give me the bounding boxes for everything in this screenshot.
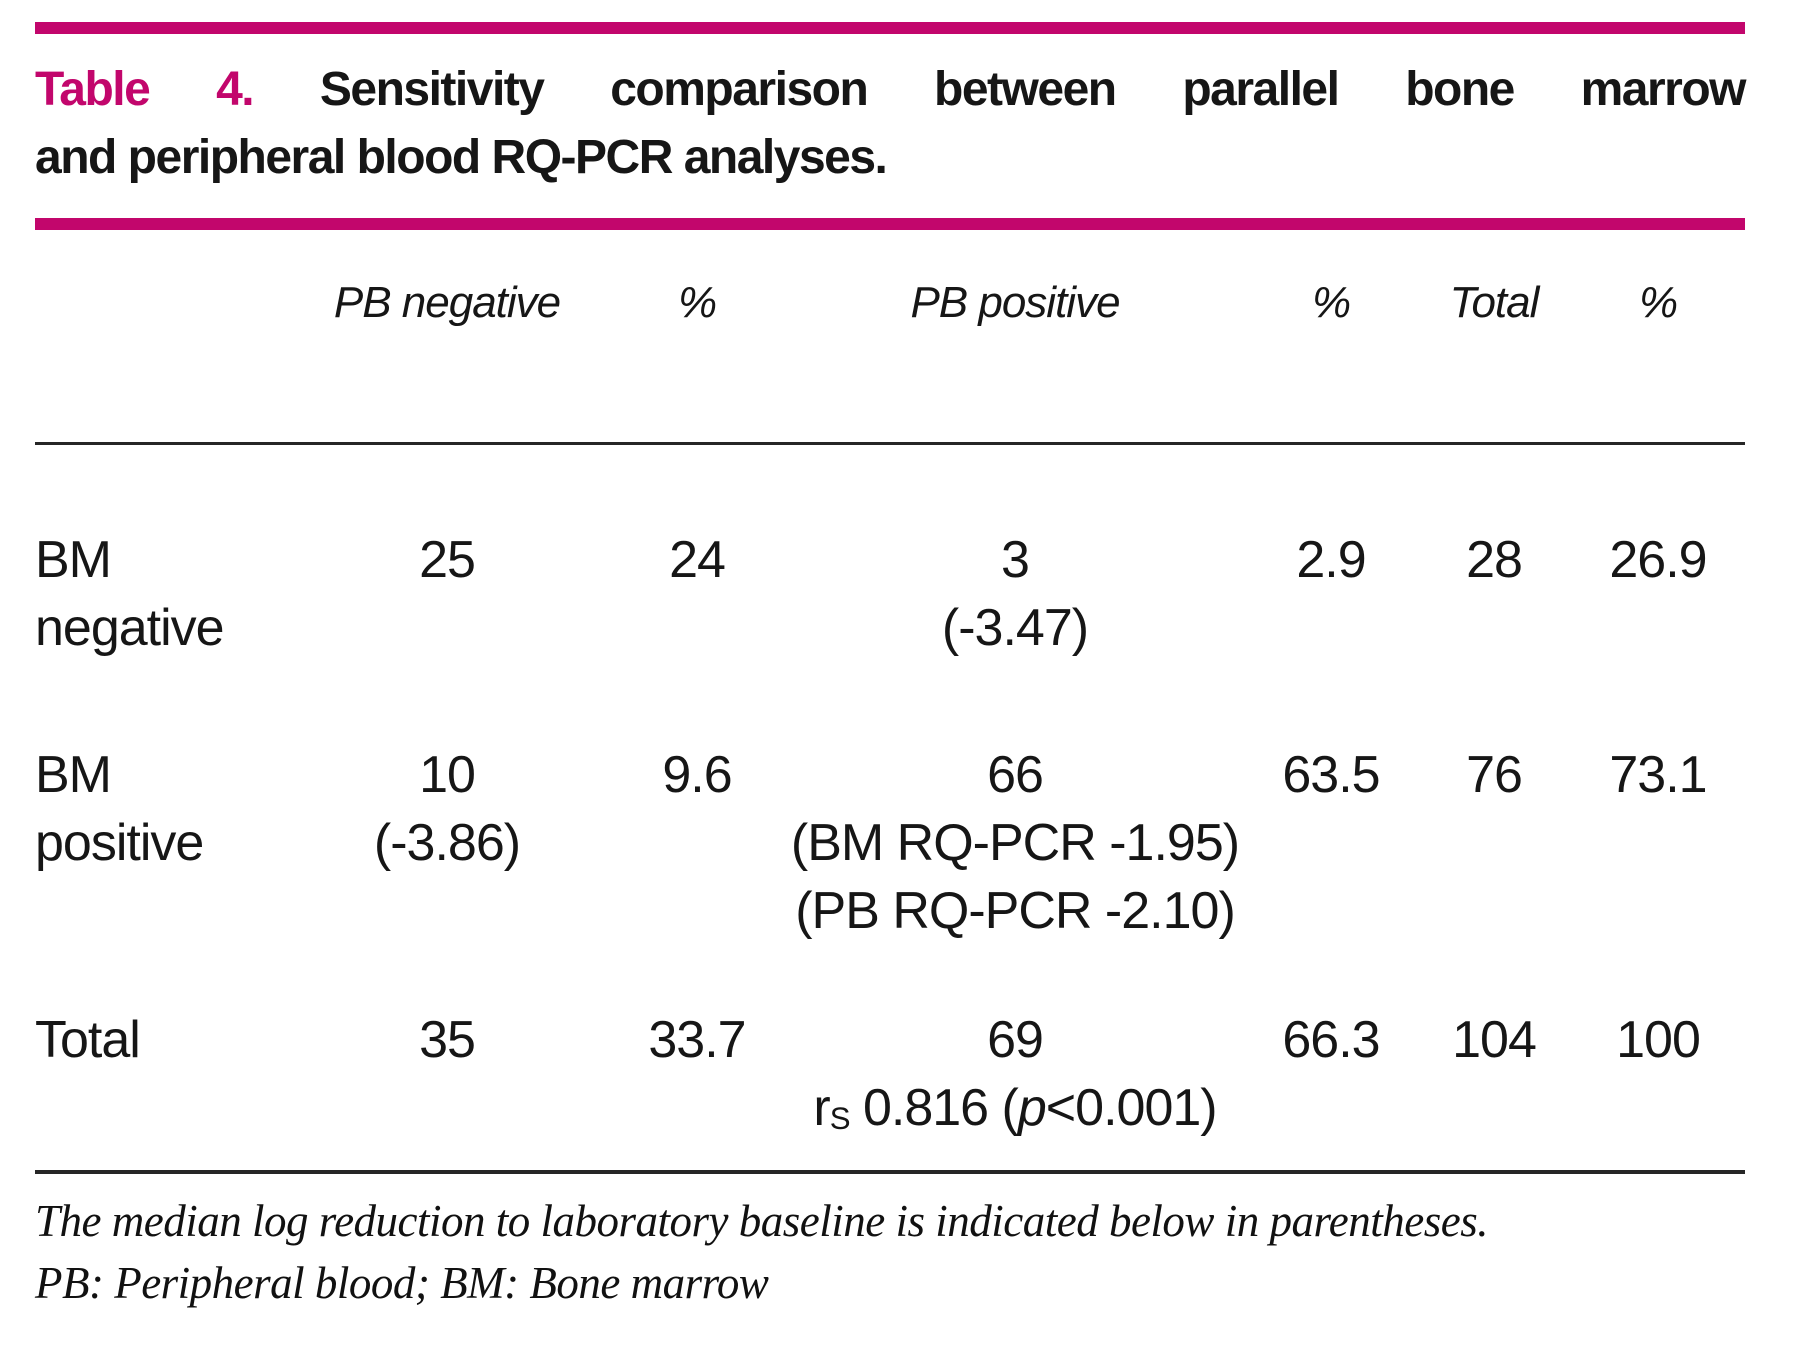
stat-p: p [1017, 1079, 1047, 1137]
cell-value: 24 [669, 531, 726, 589]
row-label: BM negative [35, 531, 225, 657]
table-cell: 76 [1417, 741, 1571, 945]
cell-value: 2.9 [1296, 531, 1366, 589]
cell-subvalue: (-3.86) [373, 814, 521, 872]
table-cell: 24 [609, 526, 785, 662]
stat-p-value: <0.001) [1045, 1079, 1218, 1137]
cell-value: 66.3 [1282, 1011, 1380, 1069]
table-cell: 10 (-3.86) [285, 741, 609, 945]
cell-value: 66 [987, 746, 1044, 804]
stat-value: 0.816 ( [849, 1079, 1019, 1137]
row-label: Total [35, 1011, 141, 1069]
cell-value: 9.6 [662, 746, 732, 804]
table-cell: 25 [285, 526, 609, 662]
table-cell: 73.1 [1571, 741, 1745, 945]
footnote-line-1: The median log reduction to laboratory b… [35, 1196, 1489, 1246]
table-cell: 26.9 [1571, 526, 1745, 662]
table-cell: 100 [1571, 1006, 1745, 1149]
stat-subscript: S [829, 1100, 851, 1136]
cell-value: 73.1 [1609, 746, 1707, 804]
footnote-divider-rule [35, 1170, 1745, 1174]
table-cell: 9.6 [609, 741, 785, 945]
table-cell: 28 [1417, 526, 1571, 662]
cell-value: 10 [419, 746, 476, 804]
header-divider-rule [35, 442, 1745, 445]
title-underline-accent-bar [35, 218, 1745, 230]
cell-subvalue: (BM RQ-PCR -1.95) [790, 814, 1240, 872]
table-title-line1: Table 4. Sensitivity comparison between … [35, 56, 1747, 124]
table-cell: 69 rS 0.816 (p<0.001) [785, 1006, 1245, 1149]
table-cell: 33.7 [609, 1006, 785, 1149]
table-cell: 66.3 [1245, 1006, 1417, 1149]
table-cell: 35 [285, 1006, 609, 1149]
cell-value: 28 [1466, 531, 1523, 589]
table-cell: 3 (-3.47) [785, 526, 1245, 662]
header-empty-cell [35, 272, 285, 334]
cell-value: 33.7 [648, 1011, 746, 1069]
table-number-label: Table 4. [35, 63, 255, 116]
table-cell: 104 [1417, 1006, 1571, 1149]
cell-value: 100 [1616, 1011, 1701, 1069]
cell-subvalue: (PB RQ-PCR -2.10) [795, 882, 1236, 940]
stat-r: r [813, 1079, 830, 1137]
cell-value: 25 [419, 531, 476, 589]
table-row-bm-positive: BM positive 10 (-3.86) 9.6 66 (BM RQ-PCR… [35, 741, 1745, 945]
cell-value: 76 [1466, 746, 1523, 804]
table-footnotes: The median log reduction to laboratory b… [35, 1190, 1745, 1314]
spearman-correlation-note: rS 0.816 (p<0.001) [785, 1074, 1245, 1149]
footnote-line-2: PB: Peripheral blood; BM: Bone marrow [35, 1258, 769, 1308]
table-cell: 2.9 [1245, 526, 1417, 662]
cell-value: 26.9 [1609, 531, 1707, 589]
column-header-pb-positive: PB positive [910, 278, 1120, 327]
column-header-percent-3: % [1638, 278, 1678, 327]
table-cell: 66 (BM RQ-PCR -1.95) (PB RQ-PCR -2.10) [785, 741, 1245, 945]
row-label: BM positive [35, 746, 204, 872]
cell-value: 69 [987, 1011, 1044, 1069]
cell-value: 104 [1452, 1011, 1537, 1069]
table-row-total: Total 35 33.7 69 rS 0.816 (p<0.001) 66.3… [35, 1006, 1745, 1149]
column-header-pb-negative: PB negative [333, 278, 561, 327]
cell-value: 35 [419, 1011, 476, 1069]
table-row-bm-negative: BM negative 25 24 3 (-3.47) 2.9 28 26.9 [35, 526, 1745, 662]
cell-value: 3 [1001, 531, 1030, 589]
table-title-text: Sensitivity comparison between parallel … [319, 63, 1747, 116]
top-accent-bar [35, 22, 1745, 34]
column-header-percent-2: % [1311, 278, 1351, 327]
table-cell: 63.5 [1245, 741, 1417, 945]
table-title-line2: and peripheral blood RQ-PCR analyses. [35, 131, 888, 184]
column-header-percent-1: % [677, 278, 717, 327]
table-title: Table 4. Sensitivity comparison between … [35, 56, 1747, 192]
cell-value: 63.5 [1282, 746, 1380, 804]
table-header-row: PB negative % PB positive % Total % [35, 272, 1745, 334]
cell-subvalue: (-3.47) [941, 599, 1089, 657]
column-header-total: Total [1449, 278, 1540, 327]
